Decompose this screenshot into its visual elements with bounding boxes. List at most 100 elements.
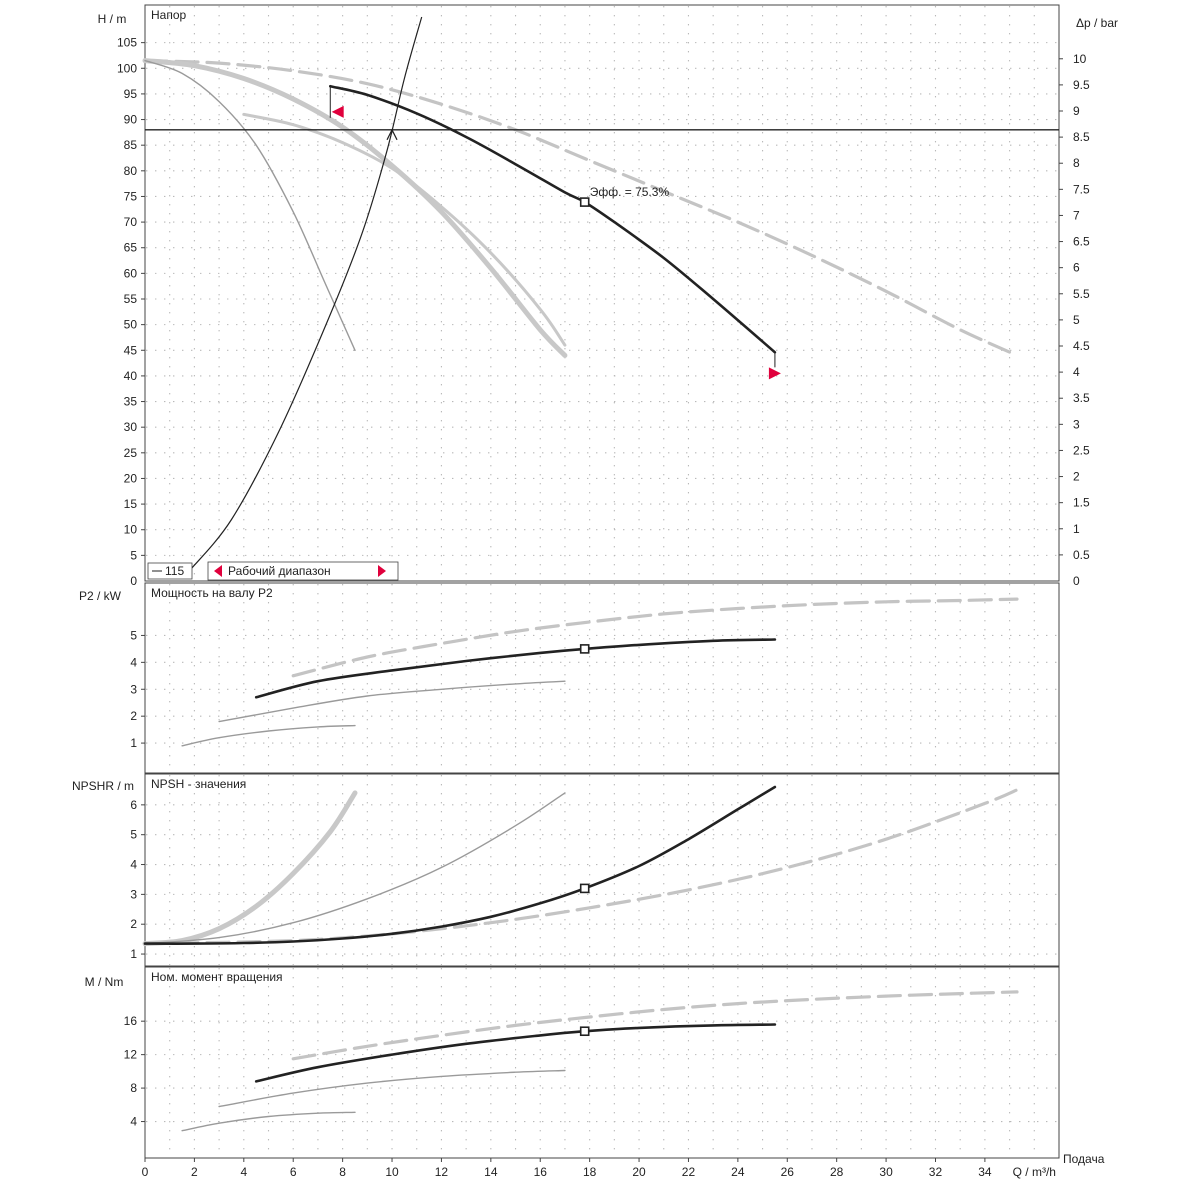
intersection-marker	[386, 128, 398, 141]
y-tick-label: 16	[124, 1014, 138, 1028]
y2-tick-label: 5.5	[1073, 287, 1090, 301]
y-tick-label: 5	[130, 548, 137, 562]
y-tick-label: 4	[130, 858, 137, 872]
y-tick-label: 70	[124, 215, 138, 229]
y2-tick-label: 0	[1073, 574, 1080, 588]
overlay-layer	[145, 16, 1059, 581]
range-marker-right	[768, 367, 781, 380]
y-tick-label: 3	[130, 682, 137, 696]
y2-tick-label: 8	[1073, 156, 1080, 170]
legend-range-marker-right	[378, 565, 386, 577]
labels-layer: 5101520253035404550556065707580859095100…	[72, 8, 1118, 1179]
range-marker-left	[331, 105, 344, 118]
system-curve-line	[189, 16, 423, 572]
y-tick-label: 12	[124, 1048, 138, 1062]
panel-title: Мощность на валу P2	[151, 586, 273, 600]
legend-range-marker-left	[214, 565, 222, 577]
y-tick-label: 1	[130, 736, 137, 750]
panel-frame-torque	[144, 966, 1060, 1159]
y-tick-label: 8	[130, 1081, 137, 1095]
series-line-power-mid	[218, 680, 566, 723]
y2-tick-label: 2	[1073, 470, 1080, 484]
series-line-npsh-steep	[142, 790, 358, 947]
x-tick-label: 26	[781, 1165, 795, 1179]
x-tick-label: 28	[830, 1165, 844, 1179]
series-line-power-upper	[291, 597, 1019, 678]
y-tick-label: 90	[124, 113, 138, 127]
series-line-npsh-mid	[144, 792, 566, 945]
y-axis-label: NPSHR / m	[72, 779, 134, 793]
y2-tick-label: 2.5	[1073, 443, 1090, 457]
panel-frame-power	[144, 582, 1060, 774]
y-tick-label: 40	[124, 369, 138, 383]
y-tick-label: 5	[130, 628, 137, 642]
x-axis-label: Q / m³/h	[1013, 1165, 1056, 1179]
y2-tick-label: 9	[1073, 104, 1080, 118]
duty-point-marker-head	[579, 197, 590, 207]
y2-tick-label: 7	[1073, 208, 1080, 222]
x-tick-label: 6	[290, 1165, 297, 1179]
curves-layer	[142, 58, 1019, 1132]
y-tick-label: 100	[117, 61, 137, 75]
panel-title: NPSH - значения	[151, 777, 246, 791]
y-axis-label: H / m	[98, 12, 127, 26]
panel-frame-head	[144, 4, 1060, 582]
y2-tick-label: 6	[1073, 261, 1080, 275]
x-axis-caption: Подача	[1063, 1152, 1105, 1166]
y2-tick-label: 3	[1073, 417, 1080, 431]
y-tick-label: 45	[124, 343, 138, 357]
legend-series-label: 115	[165, 564, 184, 578]
x-tick-label: 18	[583, 1165, 597, 1179]
series-line-npsh-main	[143, 785, 777, 945]
duty-point-marker-power	[579, 644, 590, 654]
x-tick-label: 16	[534, 1165, 548, 1179]
series-line-head-low	[144, 59, 356, 351]
panel-title: Напор	[151, 8, 187, 22]
y-tick-label: 2	[130, 917, 137, 931]
series-line-torque-mid	[218, 1069, 566, 1108]
series-line-power-main	[254, 638, 777, 699]
y2-tick-label: 6.5	[1073, 235, 1090, 249]
y-tick-label: 35	[124, 395, 138, 409]
y-tick-label: 30	[124, 420, 138, 434]
legend-range-box	[207, 561, 399, 581]
y2-tick-label: 1.5	[1073, 496, 1090, 510]
y-tick-label: 55	[124, 292, 138, 306]
legend-range-label: Рабочий диапазон	[228, 564, 331, 578]
y-tick-label: 4	[130, 655, 137, 669]
grid-layer	[141, 4, 1063, 1162]
series-line-power-low	[181, 724, 356, 747]
y-tick-label: 75	[124, 189, 138, 203]
y-tick-label: 65	[124, 241, 138, 255]
y-tick-label: 105	[117, 36, 137, 50]
x-tick-label: 20	[632, 1165, 646, 1179]
series-line-head-mid	[142, 58, 568, 358]
y-tick-label: 1	[130, 947, 137, 961]
x-tick-label: 8	[339, 1165, 346, 1179]
duty-point-marker-torque	[579, 1026, 590, 1037]
panel-frame-npsh	[144, 773, 1060, 967]
y-tick-label: 60	[124, 266, 138, 280]
efficiency-annotation: Эфф. = 75.3%	[590, 185, 670, 199]
x-tick-label: 30	[879, 1165, 893, 1179]
x-tick-label: 14	[484, 1165, 498, 1179]
series-line-torque-low	[181, 1111, 356, 1132]
y-axis-label: P2 / kW	[79, 589, 122, 603]
series-line-head-lower-band	[242, 112, 567, 347]
y2-tick-label: 10	[1073, 52, 1087, 66]
y2-axis-label: Δp / bar	[1076, 16, 1118, 30]
y-tick-label: 20	[124, 471, 138, 485]
y2-tick-label: 1	[1073, 522, 1080, 536]
series-line-head-main	[329, 84, 777, 354]
y-tick-label: 0	[130, 574, 137, 588]
series-line-torque-upper	[291, 990, 1019, 1061]
x-tick-label: 12	[435, 1165, 449, 1179]
y-tick-label: 3	[130, 887, 137, 901]
y2-tick-label: 5	[1073, 313, 1080, 327]
y-tick-label: 10	[124, 523, 138, 537]
y-tick-label: 5	[130, 828, 137, 842]
y2-tick-label: 9.5	[1073, 78, 1090, 92]
y-tick-label: 95	[124, 87, 138, 101]
legend-series-box	[147, 562, 193, 580]
y2-tick-label: 7.5	[1073, 182, 1090, 196]
